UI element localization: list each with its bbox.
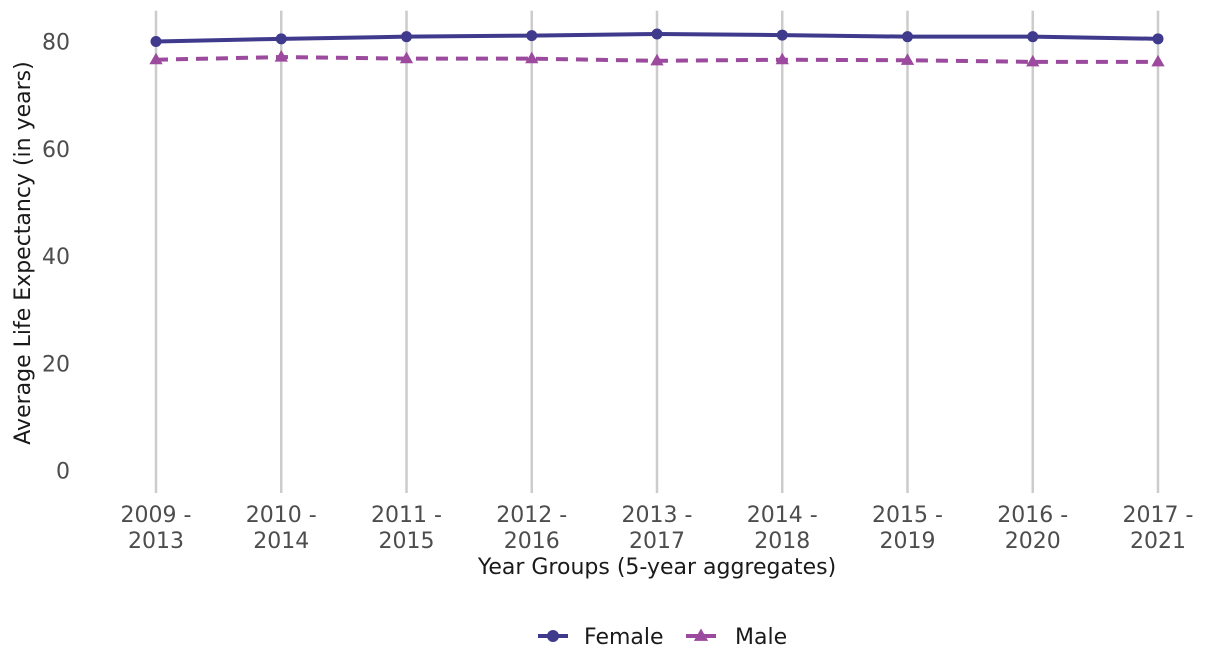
y-tick-label: 40 [42, 245, 70, 270]
x-tick-line: 2009 - [121, 503, 192, 528]
x-tick-line: 2017 - [1123, 503, 1194, 528]
x-tick-label: 2009 -2013 [121, 503, 192, 554]
x-tick-line: 2010 - [246, 503, 317, 528]
series-female-point [526, 30, 538, 42]
legend-label-female: Female [584, 625, 664, 647]
y-tick-label: 60 [42, 138, 70, 163]
series-female-point [150, 36, 162, 47]
x-tick-line: 2012 - [496, 503, 567, 528]
x-tick-line: 2013 [128, 529, 184, 554]
x-tick-label: 2012 -2016 [496, 503, 567, 554]
legend-key-female-marker [547, 630, 559, 642]
series-female-point [275, 33, 287, 45]
x-tick-line: 2015 [379, 529, 435, 554]
x-tick-line: 2017 [629, 529, 685, 554]
series-layer [149, 28, 1165, 67]
x-tick-label: 2011 -2015 [371, 503, 442, 554]
series-female-point [651, 28, 663, 40]
series-female-point [401, 31, 412, 43]
series-male-point [525, 51, 539, 64]
x-tick-line: 2021 [1130, 529, 1186, 554]
legend-label-male: Male [735, 625, 787, 647]
y-axis-ticks: 0 20 40 60 80 [42, 31, 70, 485]
x-tick-line: 2018 [754, 529, 810, 554]
series-male-point [149, 52, 163, 65]
series-female-point [902, 31, 913, 43]
x-tick-label: 2015 -2019 [872, 503, 943, 554]
y-axis-title: Average Life Expectancy (in years) [11, 61, 36, 444]
x-tick-line: 2015 - [872, 503, 943, 528]
x-tick-label: 2013 -2017 [622, 503, 693, 554]
legend-key-male-marker [693, 628, 709, 641]
x-axis-title: Year Groups (5-year aggregates) [477, 555, 836, 580]
x-tick-line: 2014 [253, 529, 309, 554]
x-tick-label: 2017 -2021 [1123, 503, 1194, 554]
series-male-point [1151, 54, 1165, 67]
series-male-point [399, 51, 414, 64]
legend: Female Male [538, 625, 787, 647]
x-tick-line: 2013 - [622, 503, 693, 528]
y-tick-label: 20 [42, 352, 70, 377]
x-tick-line: 2016 [504, 529, 560, 554]
series-male-point [650, 53, 664, 66]
y-tick-label: 80 [42, 31, 70, 56]
x-tick-label: 2014 -2018 [747, 503, 818, 554]
x-tick-label: 2010 -2014 [246, 503, 317, 554]
x-tick-line: 2011 - [371, 503, 442, 528]
series-male-point [900, 53, 915, 65]
y-tick-label: 0 [56, 460, 70, 485]
x-tick-label: 2016 -2020 [997, 503, 1068, 554]
vertical-gridlines [154, 10, 1160, 493]
series-female-point [776, 29, 788, 41]
series-male-point [274, 50, 288, 62]
series-female-point [1027, 31, 1039, 43]
series-female-point [1152, 33, 1164, 45]
x-tick-line: 2016 - [997, 503, 1068, 528]
x-tick-line: 2014 - [747, 503, 818, 528]
series-male-point [1026, 54, 1040, 67]
x-tick-line: 2020 [1005, 529, 1061, 554]
series-male-point [775, 52, 789, 65]
x-tick-line: 2019 [880, 529, 936, 554]
